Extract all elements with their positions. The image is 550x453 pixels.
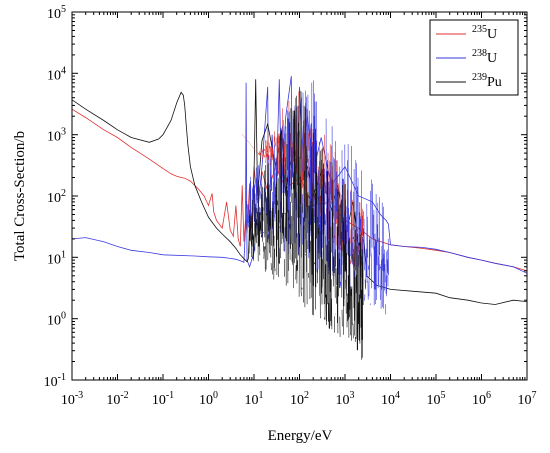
y-tick-label: 10-1	[44, 372, 66, 390]
tick-exponent: 6	[486, 390, 491, 401]
legend-mass-number: 239	[472, 72, 487, 83]
tick-exponent: 2	[61, 188, 66, 199]
tick-base: 10	[106, 393, 120, 408]
tick-base: 10	[381, 393, 395, 408]
legend-label: 239Pu	[472, 72, 502, 90]
x-tick-label: 106	[472, 390, 491, 408]
series-layer	[71, 76, 528, 360]
series-line	[71, 76, 528, 274]
legend-label: 238U	[472, 48, 497, 66]
tick-base: 10	[152, 393, 166, 408]
resonance-cluster	[248, 90, 364, 360]
y-tick-label: 101	[47, 249, 66, 267]
x-tick-label: 101	[245, 390, 264, 408]
tick-base: 10	[290, 393, 304, 408]
tick-base: 10	[61, 393, 75, 408]
tick-exponent: 0	[213, 390, 218, 401]
legend-mass-number: 238	[472, 48, 487, 59]
tick-base: 10	[47, 130, 61, 145]
y-tick-label: 103	[47, 127, 66, 145]
x-tick-label: 104	[381, 390, 400, 408]
tick-base: 10	[427, 393, 441, 408]
tick-exponent: 3	[61, 127, 66, 138]
legend-item: 239Pu	[436, 72, 502, 90]
legend-item: 238U	[436, 48, 497, 66]
y-tick-label: 100	[47, 311, 66, 329]
legend-mass-number: 235	[472, 24, 487, 35]
tick-base: 10	[44, 375, 58, 390]
tick-base: 10	[47, 191, 61, 206]
tick-exponent: 0	[61, 311, 66, 322]
legend-element: U	[487, 27, 497, 42]
y-tick-label: 104	[47, 65, 66, 83]
legend-element: Pu	[487, 75, 502, 90]
legend-element: U	[487, 51, 497, 66]
tick-exponent: 4	[61, 65, 66, 76]
legend-label: 235U	[472, 24, 497, 42]
tick-exponent: 4	[395, 390, 400, 401]
x-tick-label: 107	[518, 390, 537, 408]
tick-base: 10	[47, 252, 61, 267]
series-238u	[71, 76, 528, 274]
resonance-spikes	[248, 90, 364, 360]
x-axis-label: Energy/eV	[268, 428, 333, 444]
tick-exponent: 1	[259, 390, 264, 401]
y-tick-label: 105	[47, 4, 66, 22]
x-tick-label: 10-1	[152, 390, 174, 408]
tick-exponent: -3	[75, 390, 83, 401]
tick-exponent: 3	[350, 390, 355, 401]
legend-item: 235U	[436, 24, 497, 42]
tick-labels: 10-3 10-2 10-1 100 101 102 103 104 105 106 10710-1…	[44, 4, 537, 408]
tick-exponent: -2	[120, 390, 128, 401]
tick-exponent: -1	[58, 372, 66, 383]
tick-exponent: 7	[532, 390, 537, 401]
x-tick-label: 10-3	[61, 390, 83, 408]
y-axis-label: Total Cross-Section/b	[12, 131, 28, 261]
tick-base: 10	[472, 393, 486, 408]
y-tick-label: 102	[47, 188, 66, 206]
tick-exponent: 5	[61, 4, 66, 15]
axis-ticks	[71, 11, 528, 381]
tick-base: 10	[47, 68, 61, 83]
x-tick-label: 10-2	[106, 390, 128, 408]
tick-base: 10	[336, 393, 350, 408]
tick-exponent: 2	[304, 390, 309, 401]
tick-exponent: 5	[441, 390, 446, 401]
tick-base: 10	[245, 393, 259, 408]
x-tick-label: 103	[336, 390, 355, 408]
tick-base: 10	[47, 7, 61, 22]
tick-base: 10	[199, 393, 213, 408]
x-tick-label: 105	[427, 390, 446, 408]
tick-base: 10	[47, 314, 61, 329]
x-tick-label: 102	[290, 390, 309, 408]
tick-exponent: -1	[166, 390, 174, 401]
tick-exponent: 1	[61, 249, 66, 260]
tick-base: 10	[518, 393, 532, 408]
x-tick-label: 100	[199, 390, 218, 408]
